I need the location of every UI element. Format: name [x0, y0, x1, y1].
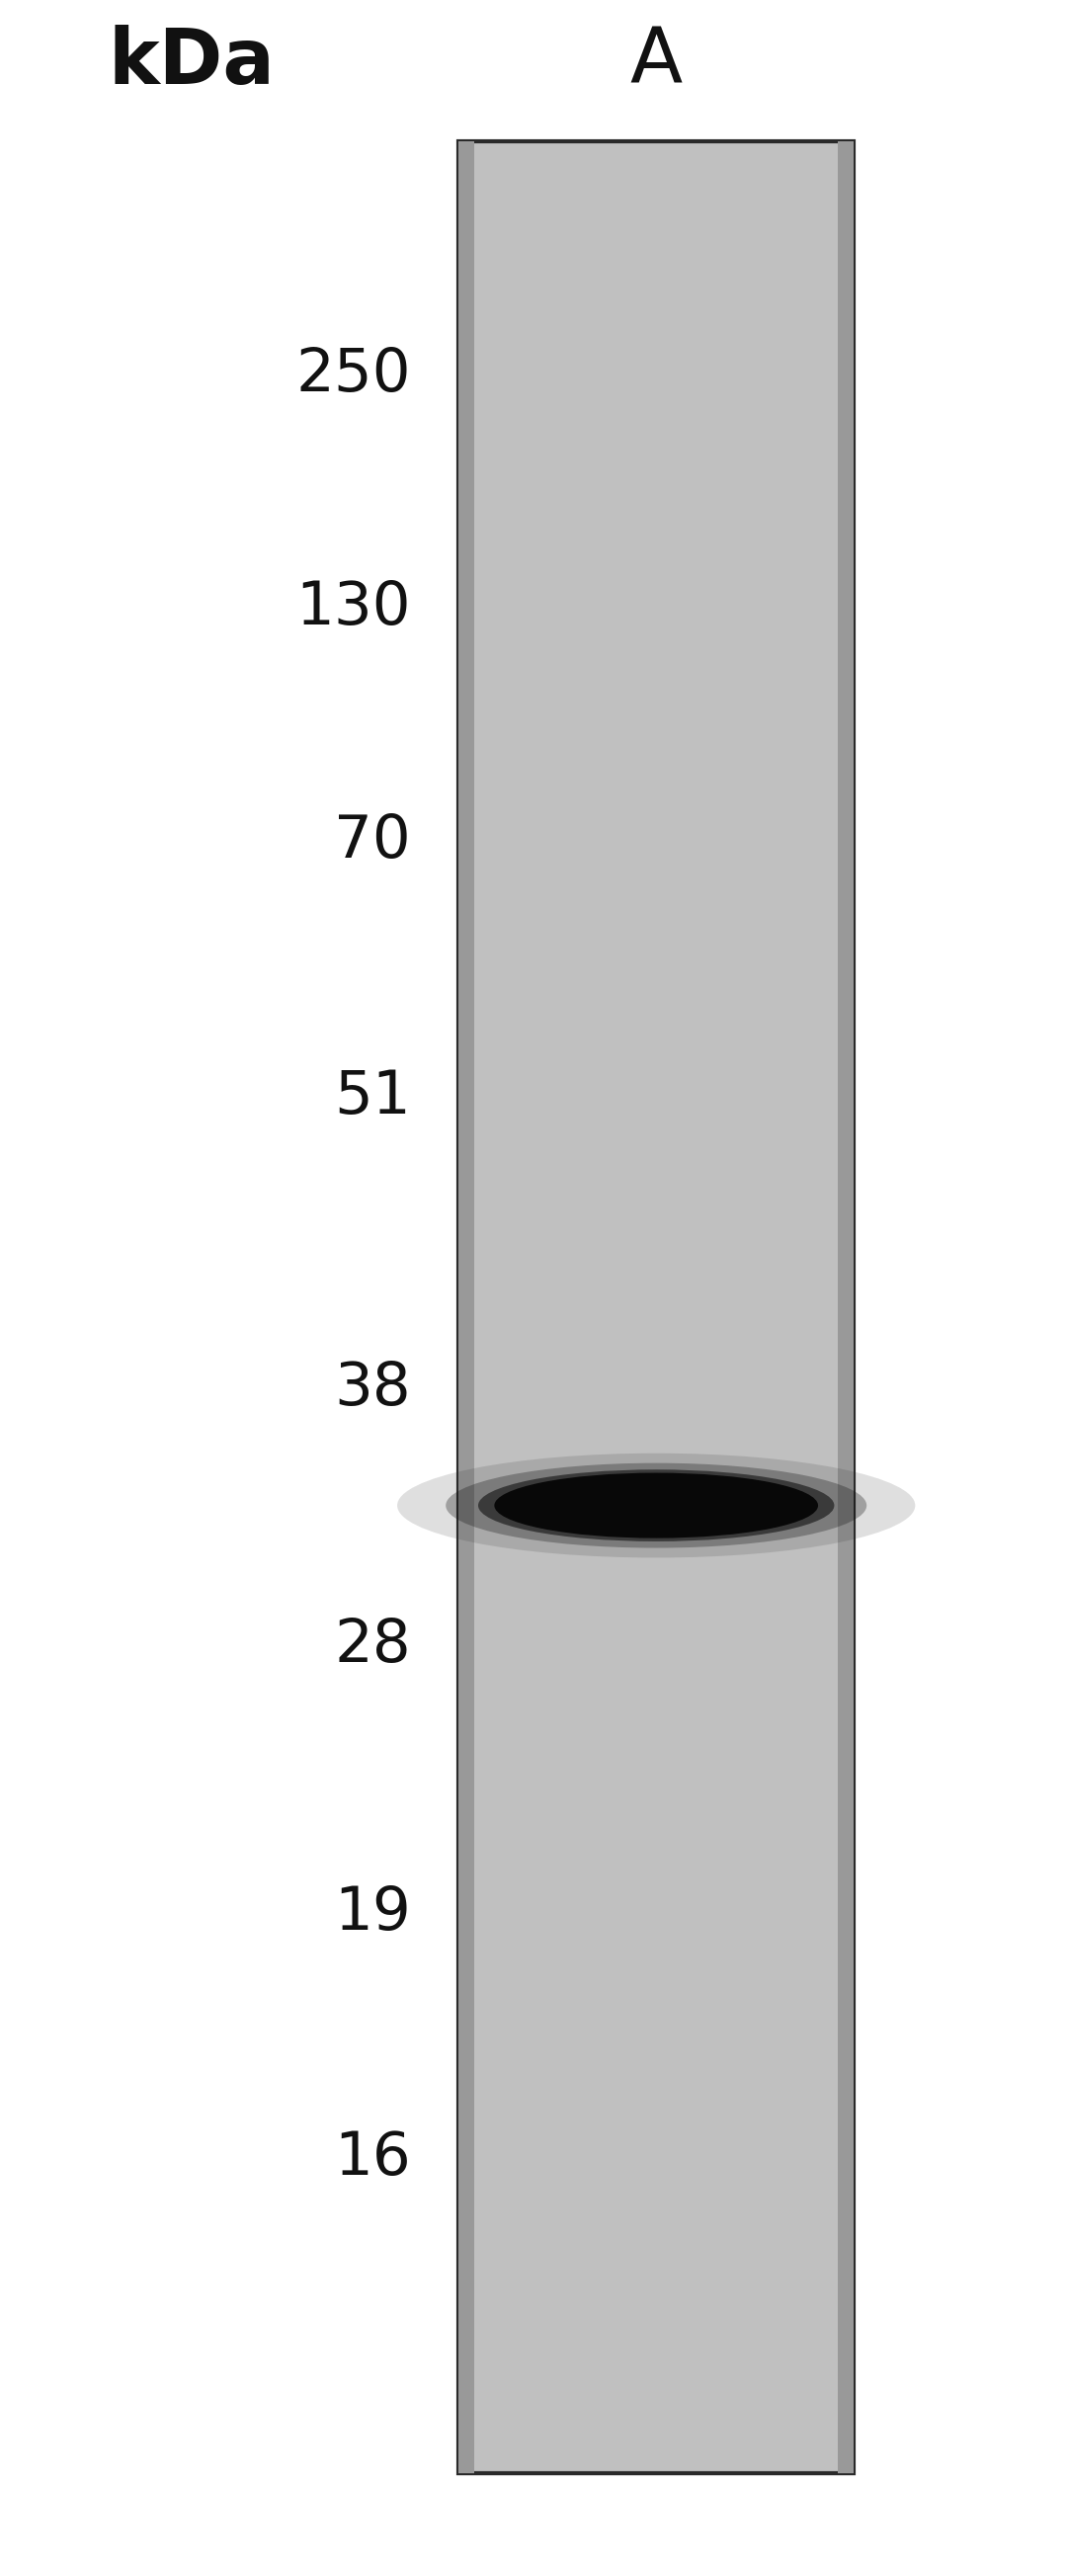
Ellipse shape	[446, 1463, 866, 1548]
Text: 16: 16	[334, 2130, 411, 2187]
Text: A: A	[630, 23, 683, 100]
Text: 130: 130	[296, 580, 411, 636]
Text: kDa: kDa	[109, 23, 275, 100]
Ellipse shape	[397, 1453, 915, 1558]
Text: 38: 38	[334, 1360, 411, 1417]
Ellipse shape	[478, 1468, 834, 1540]
Bar	[838, 142, 854, 2473]
Text: 19: 19	[334, 1883, 411, 1942]
Ellipse shape	[494, 1473, 818, 1538]
Bar	[459, 142, 475, 2473]
Text: 51: 51	[334, 1069, 411, 1126]
Text: 28: 28	[334, 1615, 411, 1674]
Bar	[459, 142, 854, 2473]
Text: 250: 250	[296, 345, 411, 404]
Text: 70: 70	[334, 811, 411, 871]
